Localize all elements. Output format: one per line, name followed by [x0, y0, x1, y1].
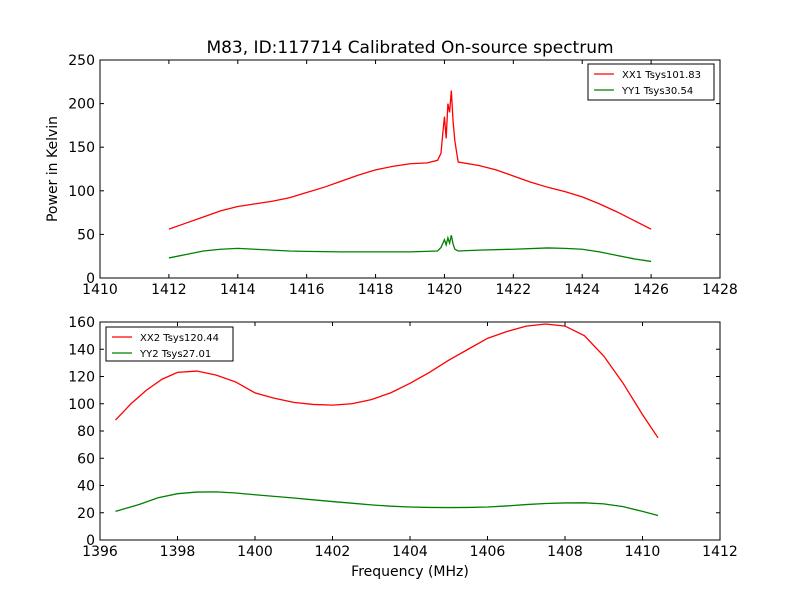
y-tick-label-0-3: 150 — [68, 140, 95, 156]
bottom-xlabel: Frequency (MHz) — [351, 564, 469, 580]
x-tick-label-1-4: 1404 — [392, 544, 428, 560]
x-tick-label-1-0: 1396 — [82, 544, 118, 560]
y-tick-label-0-1: 50 — [77, 227, 95, 243]
x-tick-label-1-3: 1402 — [315, 544, 351, 560]
legend-label-0-1: YY1 Tsys30.54 — [621, 86, 693, 97]
series-line-1-0 — [115, 323, 659, 439]
y-tick-label-1-2: 40 — [77, 479, 95, 495]
x-tick-label-0-1: 1412 — [151, 282, 187, 298]
x-tick-label-0-9: 1428 — [702, 282, 738, 298]
legend-box-0 — [587, 63, 715, 101]
top-ylabel: Power in Kelvin — [45, 116, 61, 222]
x-tick-label-1-2: 1400 — [237, 544, 273, 560]
y-tick-label-1-7: 140 — [68, 342, 95, 358]
y-tick-label-0-5: 250 — [68, 53, 95, 69]
x-tick-label-0-4: 1418 — [358, 282, 394, 298]
series-line-0-1 — [168, 235, 652, 263]
y-tick-label-1-6: 120 — [68, 370, 95, 386]
y-tick-label-1-8: 160 — [68, 315, 95, 331]
legend-label-1-1: YY2 Tsys27.01 — [139, 349, 211, 360]
y-tick-label-0-0: 0 — [86, 271, 95, 287]
y-tick-label-0-4: 200 — [68, 97, 95, 113]
legend-label-0-0: XX1 Tsys101.83 — [622, 70, 701, 81]
chart-title: M83, ID:117714 Calibrated On-source spec… — [206, 38, 613, 58]
y-tick-label-1-1: 20 — [77, 506, 95, 522]
x-tick-label-1-7: 1410 — [625, 544, 661, 560]
axes-frame-0 — [99, 59, 721, 279]
legend-label-1-0: XX2 Tsys120.44 — [140, 333, 219, 344]
series-line-1-1 — [115, 491, 659, 517]
top-panel: 1410 1412 1414 1416 1418 1420 1422 1424 1426 1428… — [68, 53, 738, 298]
x-tick-label-0-6: 1422 — [496, 282, 532, 298]
x-tick-label-0-3: 1416 — [289, 282, 325, 298]
x-tick-label-0-5: 1420 — [427, 282, 463, 298]
x-tick-label-0-2: 1414 — [220, 282, 256, 298]
x-tick-label-0-0: 1410 — [82, 282, 118, 298]
x-tick-label-1-5: 1406 — [470, 544, 506, 560]
legend-box-1 — [105, 326, 234, 362]
y-tick-label-1-3: 60 — [77, 451, 95, 467]
x-tick-label-1-8: 1412 — [702, 544, 738, 560]
y-tick-label-1-4: 80 — [77, 424, 95, 440]
series-line-0-0 — [168, 90, 652, 230]
x-tick-label-1-1: 1398 — [160, 544, 196, 560]
y-tick-label-1-0: 0 — [86, 533, 95, 549]
x-tick-label-1-6: 1408 — [547, 544, 583, 560]
x-tick-label-0-8: 1426 — [633, 282, 669, 298]
x-tick-label-0-7: 1424 — [564, 282, 600, 298]
bottom-panel: 1396 1398 1400 1402 1404 1406 1408 1410 1412 0 20 4… — [68, 315, 738, 560]
y-tick-label-1-5: 100 — [68, 397, 95, 413]
y-tick-label-0-2: 100 — [68, 184, 95, 200]
